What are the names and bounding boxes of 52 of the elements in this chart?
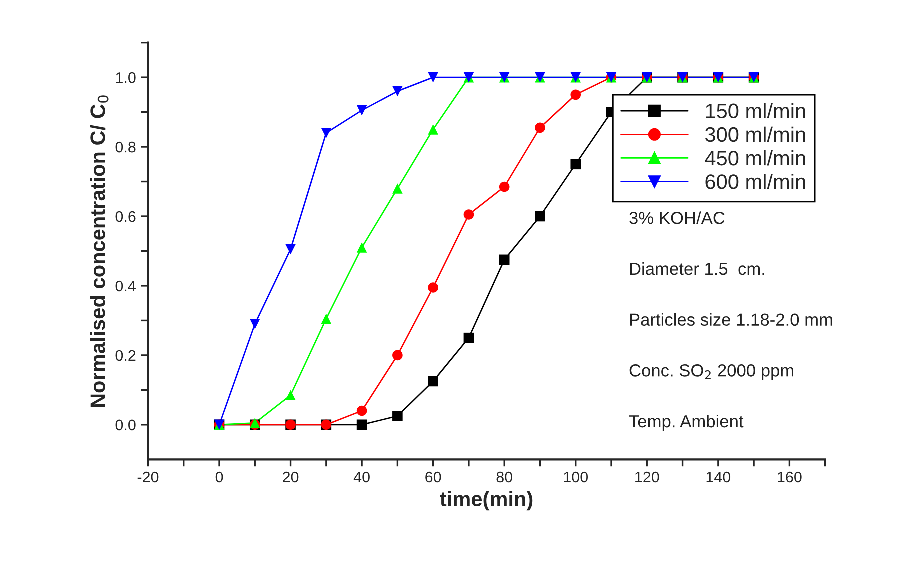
y-tick-label: 1.0 (116, 72, 136, 84)
point (464, 332, 474, 344)
point (428, 72, 438, 83)
annotation: 3% KOH/AC (630, 212, 725, 224)
legend-label: 600 ml/min (706, 174, 806, 190)
point (535, 122, 546, 134)
x-tick-label: 100 (564, 472, 588, 483)
point (428, 124, 438, 135)
point (499, 254, 510, 266)
annotation: Diameter 1.5 cm. (630, 262, 764, 276)
x-axis-title: time(min) (440, 491, 533, 511)
y-axis-title: Normalised concentration C/ C$_{0}$ (90, 96, 109, 408)
point (428, 376, 438, 387)
x-tick-label: 0 (216, 472, 224, 483)
y-tick-label: 0.0 (116, 420, 136, 431)
x-tick-label: -20 (138, 472, 159, 483)
legend-label: 450 ml/min (705, 150, 806, 166)
point (392, 350, 403, 361)
x-tick-label: 20 (283, 472, 299, 483)
x-tick-label: 120 (636, 472, 660, 483)
point (321, 314, 332, 324)
x-tick-label: 60 (426, 472, 442, 483)
x-tick-label: 40 (354, 472, 370, 483)
point (286, 244, 296, 255)
x-tick-label: 140 (706, 472, 731, 483)
point (570, 159, 582, 170)
point (356, 406, 368, 416)
annotation: Conc. SO$_{2}$ 2000 ppm (630, 364, 794, 380)
y-tick-label: 0.6 (116, 211, 136, 222)
point (392, 86, 403, 97)
y-tick-label: 0.2 (116, 350, 136, 362)
point (356, 105, 368, 116)
point (428, 282, 438, 293)
point (570, 90, 582, 100)
point (356, 242, 368, 253)
point (392, 411, 403, 422)
point (250, 319, 260, 330)
x-tick-label: 80 (496, 472, 512, 483)
annotation: Particles size 1.18-2.0 mm (630, 313, 832, 326)
x-tick-label: 160 (778, 472, 802, 483)
point (286, 390, 296, 401)
point (321, 128, 332, 138)
point (392, 184, 403, 194)
y-tick-label: 0.4 (116, 280, 136, 292)
legend-label: 300 ml/min (705, 126, 806, 142)
point (464, 210, 474, 220)
annotation: Temp. Ambient (629, 414, 744, 432)
legend-label: 150 ml/min (706, 103, 806, 119)
y-tick-label: 0.8 (116, 142, 136, 153)
point (535, 211, 546, 222)
point (499, 182, 510, 192)
point (356, 420, 368, 430)
